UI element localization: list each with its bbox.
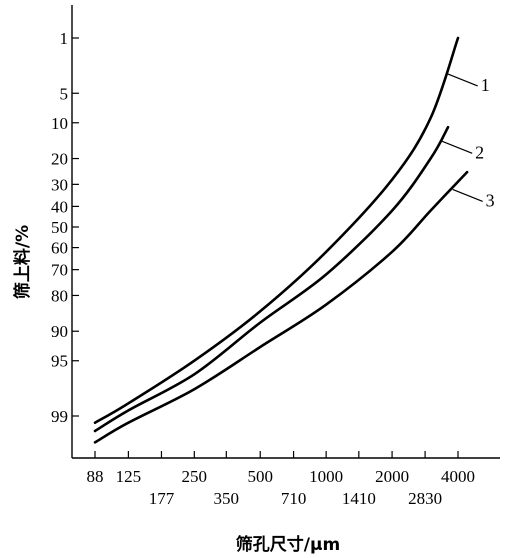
x-tick-label: 500: [247, 467, 273, 486]
y-tick-label: 20: [51, 150, 68, 169]
y-axis-ticks: 1 5 10 20 30 40 50 60 70 80 90 95 99: [51, 29, 79, 426]
y-tick-label: 99: [51, 407, 68, 426]
series-1-label: 1: [481, 75, 490, 95]
x-axis-title: 筛孔尺寸/μm: [236, 534, 340, 555]
y-tick-label: 70: [51, 261, 68, 280]
x-tick-label: 2000: [375, 467, 409, 486]
x-tick-label: 1000: [309, 467, 343, 486]
y-tick-label: 40: [51, 197, 68, 216]
x-tick-label: 1410: [342, 489, 376, 508]
x-axis-ticks: 88 125 250 500 1000 2000 4000 177 350 710 1410 2830: [87, 451, 475, 508]
y-tick-label: 1: [60, 29, 69, 48]
series-2-leader: [441, 140, 473, 154]
series-3-label: 3: [486, 190, 495, 210]
y-axis-title: 筛上料/%: [12, 225, 33, 299]
series-2-label: 2: [475, 142, 484, 162]
series-3-line: [93, 170, 469, 444]
x-tick-label: 125: [116, 467, 142, 486]
y-tick-label: 50: [51, 218, 68, 237]
y-tick-label: 80: [51, 286, 68, 305]
x-tick-label: 710: [281, 489, 307, 508]
y-tick-label: 90: [51, 322, 68, 341]
series-3-leader: [452, 188, 483, 202]
y-tick-label: 30: [51, 175, 68, 194]
y-tick-label: 5: [60, 84, 69, 103]
series-2-line: [93, 125, 450, 433]
x-tick-label: 88: [87, 467, 104, 486]
x-tick-label: 4000: [441, 467, 475, 486]
x-tick-label: 177: [149, 489, 175, 508]
x-tick-label: 250: [182, 467, 208, 486]
x-tick-label: 2830: [408, 489, 442, 508]
y-tick-label: 10: [51, 114, 68, 133]
series-curves: [93, 36, 469, 444]
series-1-line: [93, 36, 460, 424]
y-tick-label: 95: [51, 352, 68, 371]
x-tick-label: 350: [214, 489, 240, 508]
y-tick-label: 60: [51, 239, 68, 258]
series-1-leader: [447, 73, 478, 87]
axes: [71, 5, 500, 459]
series-labels: 1 2 3: [441, 73, 495, 210]
